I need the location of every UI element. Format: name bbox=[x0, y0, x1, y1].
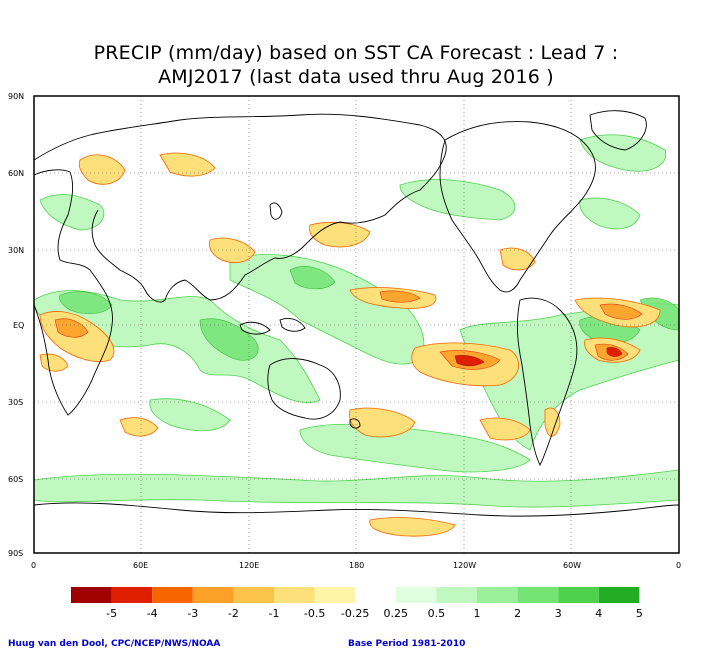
lon-label: 60E bbox=[133, 561, 148, 570]
map-frame bbox=[33, 95, 680, 554]
lat-label: 60N bbox=[8, 169, 24, 178]
colorbar-swatch bbox=[395, 587, 437, 603]
colorbar-swatch bbox=[192, 587, 234, 603]
lat-label: 90N bbox=[8, 92, 24, 101]
longitude-labels: 0 60E 120E 180 120W 60W 0 bbox=[31, 561, 681, 570]
colorbar-label: -4 bbox=[147, 607, 158, 620]
latitude-labels: 90N 60N 30N EQ 30S 60S 90S bbox=[8, 92, 24, 558]
coastlines bbox=[34, 110, 679, 517]
colorbar-label: -2 bbox=[228, 607, 239, 620]
colorbar-label: 0.25 bbox=[384, 607, 409, 620]
colorbar-swatch bbox=[111, 587, 153, 603]
colorbar-swatch bbox=[558, 587, 599, 603]
colorbar-swatch bbox=[233, 587, 274, 603]
colorbar-label: -5 bbox=[106, 607, 117, 620]
map-title-line-2: AMJ2017 (last data used thru Aug 2016 ) bbox=[158, 66, 554, 88]
colorbar-label: 4 bbox=[595, 607, 602, 620]
colorbar-swatch bbox=[152, 587, 193, 603]
colorbar-swatch bbox=[517, 587, 559, 603]
lat-label: 30N bbox=[8, 246, 24, 255]
credit-text: Huug van den Dool, CPC/NCEP/NWS/NOAA bbox=[8, 639, 221, 649]
colorbar: -5 -4 -3 -2 -1 -0.5 -0.25 0.25 0.5 1 2 3 4 5 bbox=[71, 587, 643, 620]
colorbar-label: 3 bbox=[555, 607, 562, 620]
colorbar-label: 0.5 bbox=[428, 607, 446, 620]
colorbar-label: -0.5 bbox=[304, 607, 325, 620]
colorbar-label: -1 bbox=[269, 607, 280, 620]
colorbar-swatch bbox=[314, 587, 356, 603]
anomaly-shading bbox=[34, 134, 679, 537]
lon-label: 120E bbox=[239, 561, 259, 570]
graticule bbox=[34, 96, 679, 553]
lat-label: 60S bbox=[8, 475, 23, 484]
lon-label: 180 bbox=[349, 561, 364, 570]
lon-label: 120W bbox=[453, 561, 476, 570]
colorbar-label: -3 bbox=[187, 607, 198, 620]
colorbar-label: 1 bbox=[474, 607, 481, 620]
lat-label: 30S bbox=[8, 398, 23, 407]
base-period-text: Base Period 1981-2010 bbox=[348, 639, 466, 649]
colorbar-swatch bbox=[71, 587, 112, 603]
colorbar-swatch bbox=[355, 587, 396, 603]
lon-label: 0 bbox=[31, 561, 36, 570]
colorbar-label: 2 bbox=[514, 607, 521, 620]
colorbar-label: -0.25 bbox=[341, 607, 369, 620]
lat-label: 90S bbox=[8, 549, 23, 558]
lon-label: 60W bbox=[563, 561, 581, 570]
colorbar-swatch bbox=[477, 587, 518, 603]
colorbar-swatch bbox=[598, 587, 640, 603]
colorbar-swatch bbox=[274, 587, 315, 603]
colorbar-swatch bbox=[436, 587, 477, 603]
colorbar-label: 5 bbox=[636, 607, 643, 620]
lon-label: 0 bbox=[676, 561, 681, 570]
map-title-line-1: PRECIP (mm/day) based on SST CA Forecast… bbox=[93, 42, 619, 64]
lat-label: EQ bbox=[13, 321, 24, 330]
